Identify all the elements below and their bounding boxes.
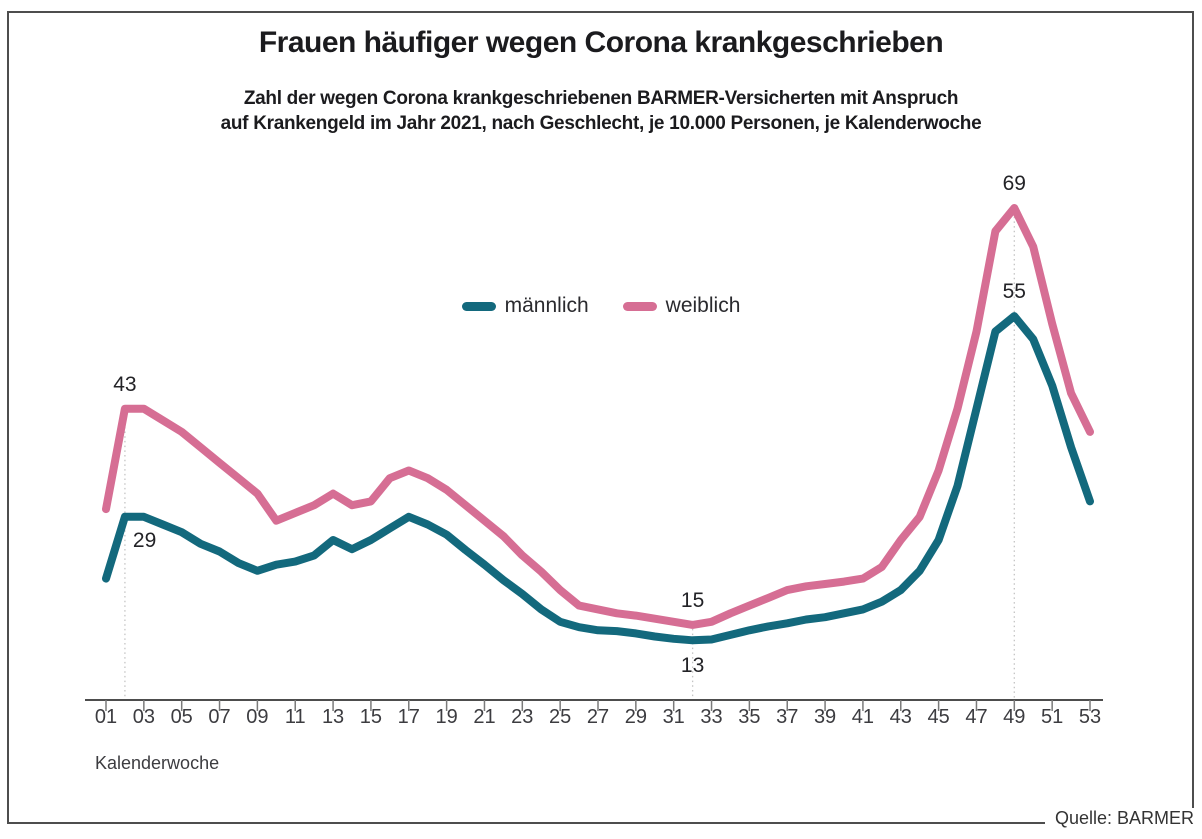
x-tick-label: 03 xyxy=(132,706,155,728)
x-tick-label: 05 xyxy=(170,706,193,728)
x-tick-label: 29 xyxy=(624,706,647,728)
x-tick-label: 35 xyxy=(738,706,761,728)
x-axis-title: Kalenderwoche xyxy=(95,753,220,773)
x-tick-label: 19 xyxy=(435,706,458,728)
x-tick-label: 47 xyxy=(965,706,988,728)
value-annotation: 15 xyxy=(680,588,705,612)
chart-title: Frauen häufiger wegen Corona krankgeschr… xyxy=(258,26,944,59)
value-annotation: 69 xyxy=(1002,172,1026,195)
x-tick-label: 43 xyxy=(889,706,912,728)
value-annotation: 43 xyxy=(113,372,137,396)
x-tick-label: 27 xyxy=(586,706,610,728)
x-tick-label: 15 xyxy=(359,706,383,728)
chart-subtitle-line1: Zahl der wegen Corona krankgeschriebenen… xyxy=(243,88,959,109)
x-tick-label: 01 xyxy=(94,706,118,728)
x-tick-label: 45 xyxy=(927,706,950,728)
value-annotation: 13 xyxy=(680,654,705,678)
x-tick-label: 37 xyxy=(776,706,799,728)
chart-frame xyxy=(7,11,1194,824)
x-tick-label: 11 xyxy=(284,706,306,728)
x-tick-label: 17 xyxy=(397,706,420,728)
x-tick-label: 23 xyxy=(511,706,534,728)
x-tick-label: 49 xyxy=(1003,706,1026,728)
source-label: Quelle: BARMER xyxy=(1044,808,1196,829)
x-tick-label: 51 xyxy=(1041,706,1064,728)
x-tick-label: 31 xyxy=(662,706,685,728)
x-tick-label: 53 xyxy=(1078,706,1102,728)
x-tick-label: 09 xyxy=(246,706,269,728)
x-tick-label: 41 xyxy=(851,706,875,728)
chart-subtitle-line2: auf Krankengeld im Jahr 2021, nach Gesch… xyxy=(220,113,982,134)
x-tick-label: 33 xyxy=(700,706,723,728)
x-tick-label: 25 xyxy=(549,706,572,728)
x-tick-label: 39 xyxy=(813,706,837,728)
x-tick-label: 07 xyxy=(208,706,231,728)
value-annotation: 55 xyxy=(1002,280,1026,304)
x-tick-label: 13 xyxy=(321,706,345,728)
value-annotation: 29 xyxy=(132,528,157,552)
x-tick-label: 21 xyxy=(473,706,496,728)
